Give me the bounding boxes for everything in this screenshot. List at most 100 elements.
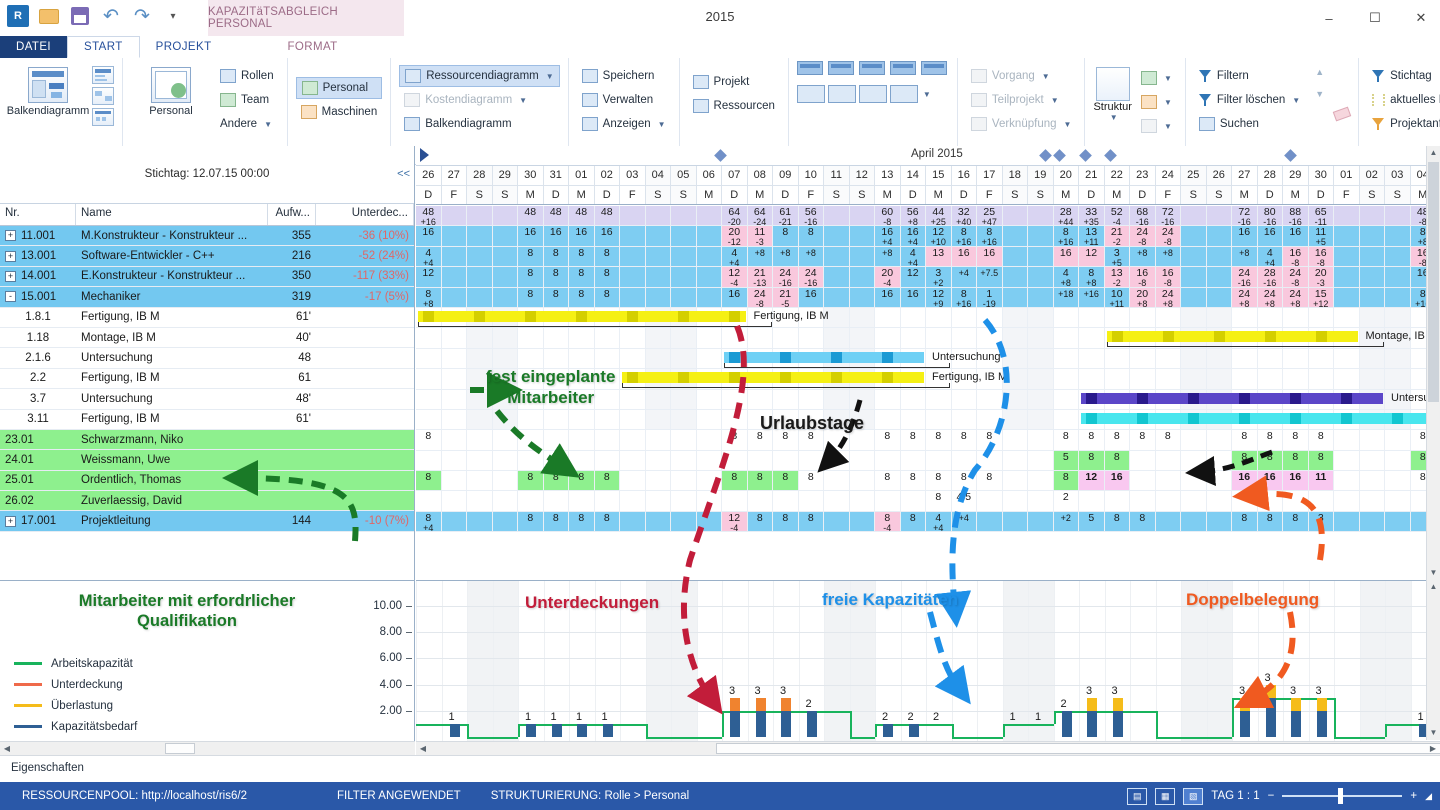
capacity-cell[interactable] [1283, 369, 1309, 389]
capacity-cell[interactable] [748, 389, 773, 409]
capacity-cell[interactable]: +8 [1155, 246, 1181, 267]
expand-icon[interactable]: + [5, 250, 16, 262]
capacity-cell[interactable]: 24 -8 [1130, 226, 1156, 247]
capacity-cell[interactable]: 8 [773, 226, 799, 246]
histogram-bar[interactable] [1061, 710, 1072, 737]
capacity-cell[interactable] [1130, 348, 1156, 369]
capacity-cell[interactable] [467, 287, 493, 307]
capacity-cell[interactable] [671, 430, 697, 450]
capacity-cell[interactable]: 33 +35 [1079, 206, 1105, 227]
capacity-cell[interactable]: 80 -16 [1257, 206, 1283, 227]
capacity-cell[interactable] [1181, 246, 1207, 267]
capacity-cell[interactable] [849, 206, 875, 226]
capacity-cell[interactable] [1079, 328, 1105, 348]
capacity-cell[interactable] [671, 389, 697, 409]
capacity-cell[interactable] [1028, 307, 1054, 328]
capacity-cell[interactable] [1334, 430, 1360, 450]
capacity-cell[interactable]: 16 [951, 246, 977, 267]
minimize-button[interactable]: – [1325, 10, 1333, 26]
histogram-bar[interactable] [551, 723, 562, 737]
gantt-bar[interactable] [1106, 331, 1358, 343]
capacity-cell[interactable] [722, 450, 748, 471]
column-header-name[interactable]: Name [76, 204, 268, 225]
capacity-cell[interactable] [1002, 348, 1028, 369]
capacity-cell[interactable] [518, 430, 544, 450]
capacity-cell[interactable] [544, 409, 569, 430]
capacity-cell[interactable]: 24 +8 [1257, 287, 1283, 309]
table-row[interactable]: 1.8.1 Fertigung, IB M 61' [0, 307, 414, 328]
capacity-cell[interactable]: 13 -2 [1104, 267, 1130, 288]
capacity-cell[interactable] [798, 491, 824, 511]
histogram-bar[interactable] [449, 723, 460, 737]
capacity-cell[interactable]: 8 [1155, 430, 1181, 450]
timeline-day[interactable]: 25 [1181, 166, 1207, 185]
suchen-button[interactable]: Suchen [1194, 113, 1305, 135]
capacity-cell[interactable] [900, 491, 926, 511]
capacity-cell[interactable]: 8 [798, 471, 824, 491]
capacity-cell[interactable] [416, 450, 442, 471]
scroll-down-icon[interactable]: ▼ [1315, 89, 1325, 99]
capacity-cell[interactable] [671, 409, 697, 430]
capacity-cell[interactable] [492, 409, 518, 430]
capacity-cell[interactable] [620, 206, 646, 226]
capacity-cell[interactable] [1079, 369, 1105, 389]
capacity-cell[interactable] [1309, 369, 1334, 389]
capacity-cell[interactable]: 16 [1104, 471, 1130, 491]
capacity-cell[interactable] [773, 389, 799, 409]
capacity-cell[interactable] [696, 430, 722, 450]
capacity-cell[interactable]: 24 -16 [798, 267, 824, 288]
timeline-day[interactable]: 03 [620, 166, 646, 185]
capacity-cell[interactable]: +16 [1079, 287, 1105, 307]
capacity-cell[interactable] [849, 246, 875, 267]
timeline-day[interactable]: 13 [875, 166, 901, 185]
capacity-cell[interactable]: 8 [773, 511, 799, 532]
capacity-cell[interactable] [620, 267, 646, 287]
capacity-cell[interactable] [1002, 267, 1028, 287]
capacity-row[interactable]: Fertigung, IB M [416, 307, 1440, 329]
capacity-cell[interactable] [1385, 307, 1411, 328]
capacity-cell[interactable] [645, 409, 671, 430]
capacity-cell[interactable] [849, 491, 875, 511]
projektanfang-button[interactable]: Projektanfang ▼ [1367, 113, 1440, 135]
capacity-cell[interactable]: 16 [416, 226, 442, 246]
capacity-cell[interactable] [926, 307, 952, 328]
chevron-down-icon[interactable]: ▼ [1109, 113, 1118, 122]
capacity-row[interactable]: Untersuchung [416, 348, 1440, 370]
capacity-cell[interactable]: 64 -24 [747, 206, 773, 227]
table-row[interactable]: -15.001 Mechaniker 319 -17 (5%) [0, 287, 414, 308]
capacity-cell[interactable] [441, 491, 467, 511]
capacity-cell[interactable] [671, 206, 697, 226]
tab-format[interactable]: FORMAT [287, 41, 338, 53]
capacity-cell[interactable] [977, 511, 1003, 532]
capacity-cell[interactable]: 8 [1257, 511, 1283, 532]
capacity-cell[interactable]: +18 [1053, 287, 1079, 307]
capacity-cell[interactable] [1206, 246, 1232, 267]
capacity-cell[interactable] [1054, 348, 1079, 369]
capacity-cell[interactable] [1079, 491, 1105, 511]
capacity-cell[interactable]: 8 [569, 287, 595, 307]
level-icon[interactable] [827, 85, 856, 103]
capacity-cell[interactable]: 8 [569, 471, 595, 491]
capacity-cell[interactable]: 8 +4 [416, 511, 442, 533]
capacity-cell[interactable] [416, 328, 442, 348]
redo-icon[interactable]: ↷ [134, 5, 150, 27]
capacity-cell[interactable] [645, 287, 671, 307]
capacity-cell[interactable]: 4.5 [951, 491, 977, 511]
capacity-cell[interactable]: 8 [518, 287, 544, 307]
capacity-cell[interactable] [620, 491, 646, 511]
capacity-cell[interactable] [722, 307, 748, 328]
capacity-cell[interactable]: 16 -8 [1283, 246, 1309, 268]
capacity-cell[interactable] [900, 450, 926, 471]
capacity-cell[interactable] [1385, 450, 1411, 471]
capacity-cell[interactable] [926, 389, 952, 409]
capacity-cell[interactable] [1028, 389, 1054, 409]
capacity-cell[interactable] [1206, 267, 1232, 287]
histogram-bar[interactable] [526, 723, 536, 737]
timeline-day[interactable]: 29 [1283, 166, 1309, 185]
histogram-bar[interactable] [1418, 723, 1429, 737]
capacity-row[interactable] [416, 409, 1440, 431]
capacity-cell[interactable] [1002, 246, 1028, 267]
capacity-cell[interactable]: 8 [977, 430, 1003, 450]
group-icon[interactable] [889, 85, 918, 103]
capacity-cell[interactable] [773, 307, 799, 328]
